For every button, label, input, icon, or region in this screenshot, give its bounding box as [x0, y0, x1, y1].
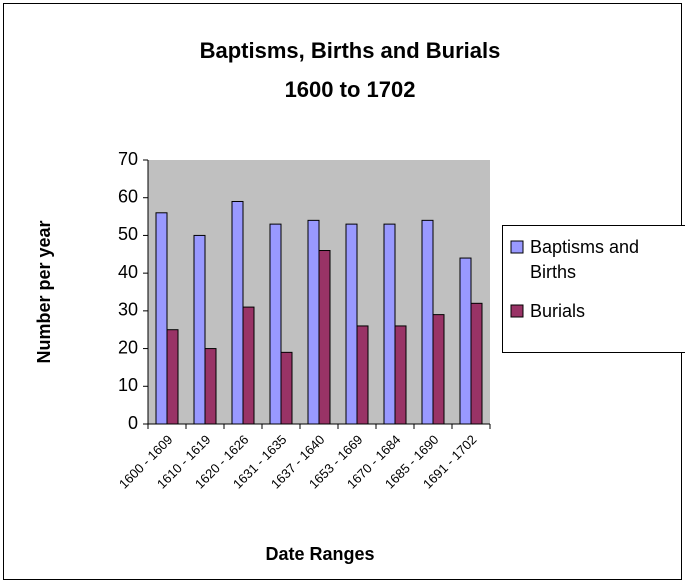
legend-label: Baptisms and Births: [530, 237, 640, 282]
y-tick-label: 50: [118, 224, 138, 244]
y-tick-label: 10: [118, 375, 138, 395]
bar: [307, 219, 320, 425]
legend-label-box: Burials: [530, 301, 586, 321]
bar: [155, 212, 168, 425]
bar: [470, 302, 483, 425]
bar: [231, 200, 244, 425]
legend-box: [502, 225, 685, 353]
y-tick-label: 20: [118, 337, 138, 357]
bar: [166, 329, 179, 425]
legend-swatch: [510, 240, 524, 254]
bar: [432, 314, 445, 425]
bar: [394, 325, 407, 425]
bar: [345, 223, 358, 425]
y-axis-title: Number per year: [34, 220, 54, 363]
x-axis-title: Date Ranges: [265, 544, 374, 564]
legend-label-box: Baptisms and Births: [530, 237, 640, 282]
bar: [421, 219, 434, 425]
y-tick-label: 70: [118, 149, 138, 169]
y-tick-label: 60: [118, 186, 138, 206]
bar: [356, 325, 369, 425]
bar: [193, 234, 206, 425]
bar: [280, 351, 293, 425]
y-tick-label: 40: [118, 262, 138, 282]
legend-label: Burials: [530, 301, 586, 321]
bar: [242, 306, 255, 425]
bar: [204, 348, 217, 425]
bar: [318, 250, 331, 425]
bar: [269, 223, 282, 425]
bar: [459, 257, 472, 425]
y-tick-label: 30: [118, 300, 138, 320]
chart-title: 1600 to 1702: [285, 77, 416, 102]
chart-title: Baptisms, Births and Burials: [200, 38, 501, 63]
legend-swatch: [510, 304, 524, 318]
y-tick-label: 0: [128, 413, 138, 433]
bar: [383, 223, 396, 425]
